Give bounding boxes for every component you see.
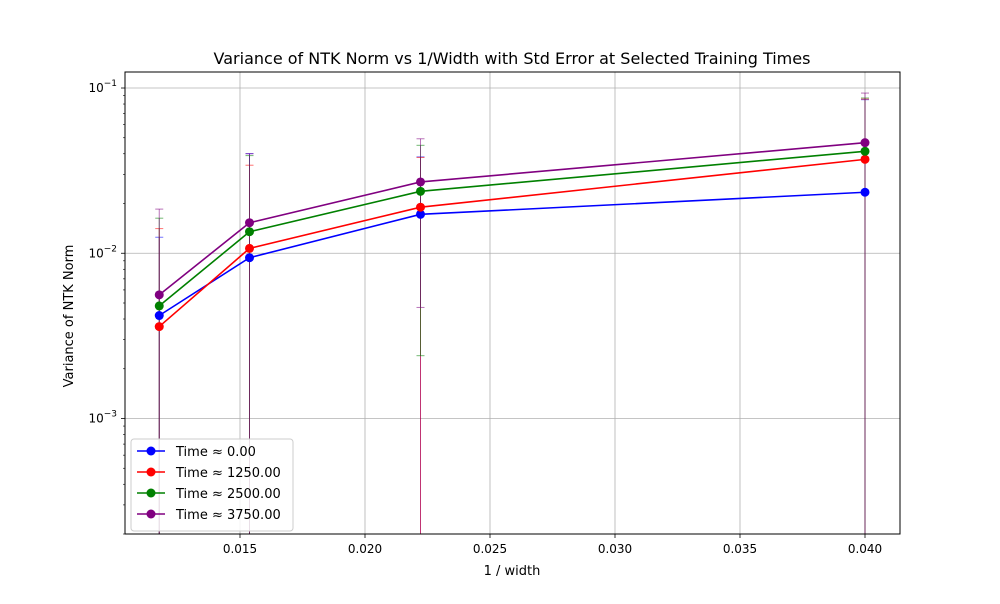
legend-label: Time ≈ 0.00 — [175, 445, 256, 460]
tick-layer: 0.015 0.020 0.025 0.030 0.035 0.040 10−3 10−2 10… — [88, 79, 882, 556]
data-point — [245, 218, 254, 228]
data-point — [860, 154, 870, 164]
data-point — [416, 186, 425, 196]
series-layer — [154, 138, 870, 332]
series-line — [158, 158, 866, 328]
data-point — [416, 202, 425, 212]
legend: Time ≈ 0.00 Time ≈ 1250.00 Time ≈ 2500.00 T… — [130, 438, 294, 532]
legend-label: Time ≈ 2500.00 — [175, 487, 281, 502]
y-tick-label: 10−1 — [88, 79, 117, 95]
y-axis-label: Variance of NTK Norm — [62, 245, 77, 388]
x-axis-label: 1 / width — [484, 564, 541, 579]
data-point — [860, 146, 870, 156]
data-point — [154, 322, 164, 332]
legend-marker — [146, 488, 156, 498]
legend-box — [130, 438, 294, 532]
y-tick-label: 10−2 — [88, 244, 117, 260]
x-tick-label: 0.030 — [598, 542, 632, 556]
series-line — [158, 141, 866, 296]
data-point — [245, 227, 254, 237]
x-tick-label: 0.020 — [348, 542, 382, 556]
legend-marker — [146, 509, 156, 519]
chart-title: Variance of NTK Norm vs 1/Width with Std… — [214, 49, 811, 68]
y-tick-label: 10−3 — [88, 410, 117, 426]
legend-marker — [146, 467, 156, 477]
data-point — [154, 311, 164, 321]
legend-label: Time ≈ 3750.00 — [175, 508, 281, 523]
series-line — [158, 191, 866, 317]
data-point — [860, 138, 870, 148]
data-point — [245, 253, 254, 263]
errorbar-layer — [155, 92, 869, 534]
data-point — [154, 290, 164, 300]
legend-marker — [146, 446, 156, 456]
legend-label: Time ≈ 1250.00 — [175, 466, 281, 481]
x-tick-label: 0.025 — [473, 542, 507, 556]
x-tick-label: 0.035 — [723, 542, 757, 556]
x-tick-label: 0.040 — [848, 542, 882, 556]
series-line — [158, 150, 866, 307]
data-point — [245, 243, 254, 253]
x-tick-label: 0.015 — [223, 542, 257, 556]
data-point — [860, 187, 870, 197]
data-point — [154, 301, 164, 311]
data-point — [416, 177, 425, 187]
data-point — [416, 209, 425, 219]
